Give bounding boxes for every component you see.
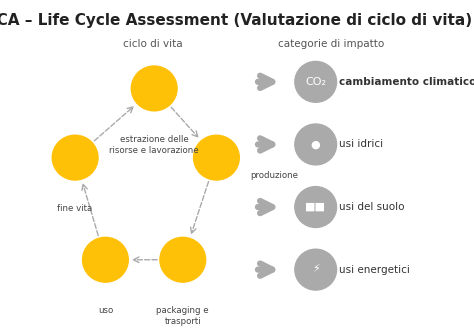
Circle shape <box>193 135 239 180</box>
Circle shape <box>295 124 337 165</box>
Circle shape <box>295 61 337 102</box>
Text: uso: uso <box>98 306 113 315</box>
Text: packaging e
trasporti: packaging e trasporti <box>156 306 209 326</box>
Text: ⚡: ⚡ <box>312 265 319 275</box>
Text: categorie di impatto: categorie di impatto <box>278 39 384 49</box>
Text: ■■: ■■ <box>305 202 326 212</box>
Circle shape <box>82 237 128 282</box>
Text: estrazione delle
risorse e lavorazione: estrazione delle risorse e lavorazione <box>109 135 199 155</box>
Text: produzione: produzione <box>250 171 298 180</box>
Text: LCA – Life Cycle Assessment (Valutazione di ciclo di vita): LCA – Life Cycle Assessment (Valutazione… <box>0 13 473 28</box>
Text: fine vita: fine vita <box>57 204 93 213</box>
Circle shape <box>295 249 337 290</box>
Circle shape <box>295 187 337 227</box>
Text: usi energetici: usi energetici <box>339 265 410 275</box>
Circle shape <box>52 135 98 180</box>
Text: ●: ● <box>311 139 320 149</box>
Text: CO₂: CO₂ <box>305 77 326 87</box>
Text: usi idrici: usi idrici <box>339 139 383 149</box>
Circle shape <box>160 237 206 282</box>
Text: cambiamento climatico: cambiamento climatico <box>339 77 474 87</box>
Text: ciclo di vita: ciclo di vita <box>123 39 182 49</box>
Circle shape <box>131 66 177 111</box>
Text: usi del suolo: usi del suolo <box>339 202 405 212</box>
